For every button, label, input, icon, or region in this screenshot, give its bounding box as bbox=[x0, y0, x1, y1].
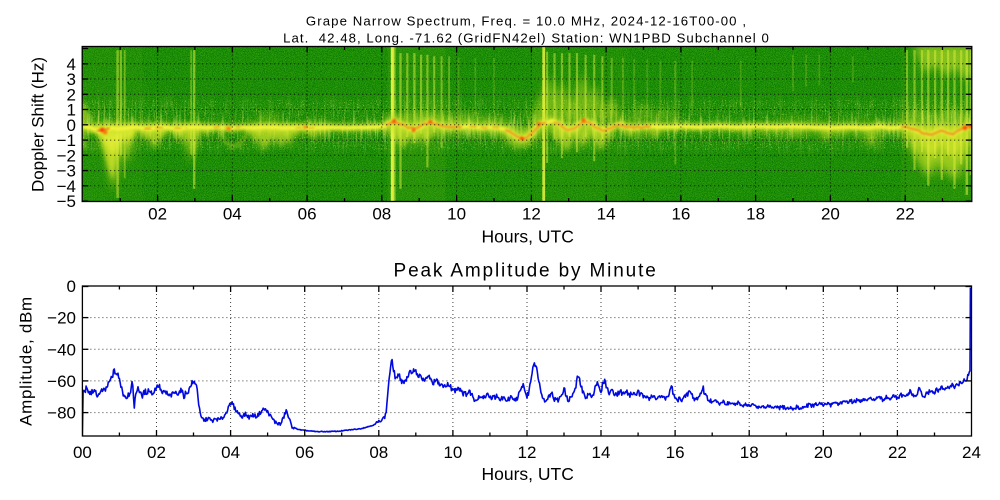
svg-text:04: 04 bbox=[223, 205, 242, 224]
svg-text:06: 06 bbox=[298, 205, 317, 224]
svg-text:−1: −1 bbox=[57, 131, 76, 150]
svg-text:1: 1 bbox=[67, 101, 76, 120]
svg-text:10: 10 bbox=[443, 443, 462, 462]
svg-text:24: 24 bbox=[962, 443, 981, 462]
svg-text:4: 4 bbox=[67, 55, 76, 74]
svg-text:2: 2 bbox=[67, 85, 76, 104]
svg-text:Grape Narrow Spectrum, Freq. =: Grape Narrow Spectrum, Freq. = 10.0 MHz,… bbox=[306, 13, 747, 28]
svg-text:14: 14 bbox=[597, 205, 616, 224]
svg-text:−4: −4 bbox=[57, 177, 76, 196]
svg-text:10: 10 bbox=[447, 205, 466, 224]
svg-text:18: 18 bbox=[746, 205, 765, 224]
svg-text:−3: −3 bbox=[57, 162, 76, 181]
svg-text:−20: −20 bbox=[47, 309, 76, 328]
svg-text:Peak Amplitude by Minute: Peak Amplitude by Minute bbox=[394, 261, 658, 282]
svg-text:22: 22 bbox=[896, 205, 915, 224]
svg-text:16: 16 bbox=[666, 443, 685, 462]
svg-text:−2: −2 bbox=[57, 146, 76, 165]
svg-text:02: 02 bbox=[148, 205, 167, 224]
svg-text:20: 20 bbox=[814, 443, 833, 462]
svg-text:Hours, UTC: Hours, UTC bbox=[482, 227, 574, 247]
svg-text:Doppler Shift (Hz): Doppler Shift (Hz) bbox=[29, 57, 48, 192]
svg-text:−40: −40 bbox=[47, 340, 76, 359]
svg-text:04: 04 bbox=[221, 443, 240, 462]
svg-text:−80: −80 bbox=[47, 404, 76, 423]
svg-text:−5: −5 bbox=[57, 192, 76, 211]
svg-text:12: 12 bbox=[518, 443, 537, 462]
svg-text:14: 14 bbox=[592, 443, 611, 462]
svg-text:Amplitude, dBm: Amplitude, dBm bbox=[16, 296, 35, 426]
svg-text:18: 18 bbox=[740, 443, 759, 462]
svg-text:3: 3 bbox=[67, 70, 76, 89]
svg-text:02: 02 bbox=[147, 443, 166, 462]
svg-text:16: 16 bbox=[671, 205, 690, 224]
svg-text:12: 12 bbox=[522, 205, 541, 224]
svg-text:08: 08 bbox=[369, 443, 388, 462]
svg-text:20: 20 bbox=[821, 205, 840, 224]
svg-text:Hours, UTC: Hours, UTC bbox=[482, 464, 574, 484]
svg-text:0: 0 bbox=[67, 116, 76, 135]
svg-text:06: 06 bbox=[295, 443, 314, 462]
svg-text:Lat. 42.48, Long. -71.62 (Gri: Lat. 42.48, Long. -71.62 (GridFN42el) St… bbox=[283, 31, 770, 46]
svg-text:0: 0 bbox=[67, 277, 76, 296]
svg-text:−60: −60 bbox=[47, 372, 76, 391]
svg-text:08: 08 bbox=[372, 205, 391, 224]
svg-text:00: 00 bbox=[73, 443, 92, 462]
svg-text:22: 22 bbox=[888, 443, 907, 462]
